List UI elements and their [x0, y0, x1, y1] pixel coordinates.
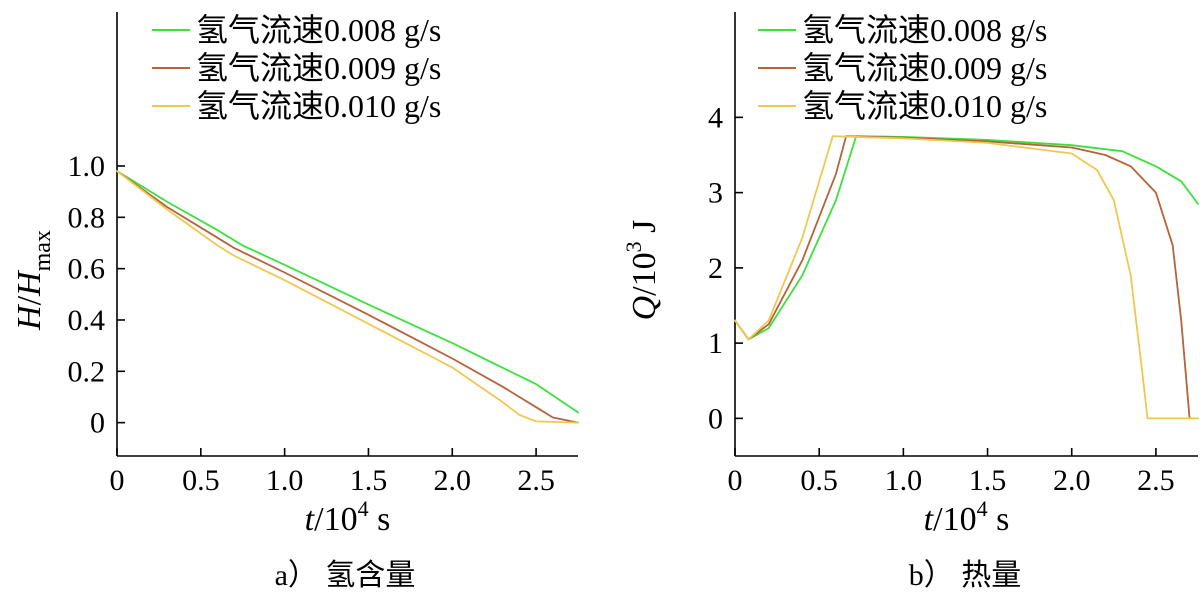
- y-tick-label: 0.6: [68, 253, 106, 286]
- y-tick-label: 0.4: [68, 304, 106, 337]
- chart-hydrogen-content: 0 0.5 1.0 1.5 2.0 2.5 0 0.2 0.4 0.6 0.8 1.0 氢气流速0.00…: [11, 12, 579, 592]
- x-axis-exponent: 4: [358, 496, 369, 521]
- panel-caption: b） 热量: [909, 559, 1022, 592]
- y-axis-subscript: max: [30, 230, 56, 271]
- x-tick-label: 2.5: [1137, 464, 1175, 497]
- x-tick-label: 2.0: [434, 464, 472, 497]
- y-tick-label: 3: [708, 177, 723, 210]
- x-tick-label: 1.0: [885, 464, 923, 497]
- y-tick-label: 1.0: [68, 150, 106, 183]
- x-tick-label: 0: [728, 464, 743, 497]
- series-line-3: [116, 170, 579, 424]
- y-axis-separator: /: [11, 295, 48, 305]
- y-axis-var: Q: [626, 296, 663, 321]
- y-tick-label: 0.2: [68, 355, 106, 388]
- legend-label: 氢气流速0.009 g/s: [802, 50, 1047, 86]
- y-tick-label: 0: [708, 402, 723, 435]
- x-tick-label: 2.5: [517, 464, 555, 497]
- x-tick-label: 1.5: [969, 464, 1007, 497]
- x-tick-label: 0: [110, 464, 125, 497]
- series-line-2: [116, 170, 579, 424]
- x-axis-var: t: [924, 501, 935, 538]
- y-axis-label: H/Hmax: [11, 230, 56, 331]
- series-line-1: [116, 170, 579, 414]
- x-axis-unit: s: [988, 501, 1010, 538]
- x-tick-label: 0.5: [800, 464, 838, 497]
- y-tick-label: 2: [708, 252, 723, 285]
- series-line-3: [734, 135, 1199, 420]
- legend-label: 氢气流速0.008 g/s: [196, 12, 441, 48]
- y-axis-label: Q/103 J: [621, 220, 663, 321]
- y-axis-var2: H: [11, 269, 48, 297]
- panel-caption: a） 氢含量: [275, 559, 416, 592]
- y-tick-label: 0: [90, 407, 105, 440]
- y-axis-exponent: 3: [621, 241, 646, 252]
- x-axis-unit-prefix: /10: [314, 501, 357, 538]
- x-axis-unit: s: [369, 501, 391, 538]
- legend-label: 氢气流速0.010 g/s: [802, 88, 1047, 124]
- legend-label: 氢气流速0.008 g/s: [802, 12, 1047, 48]
- y-tick-label: 0.8: [68, 201, 106, 234]
- legend-label: 氢气流速0.010 g/s: [196, 88, 441, 124]
- series-line-2: [734, 135, 1191, 420]
- y-tick-label: 1: [708, 327, 723, 360]
- x-tick-label: 2.0: [1053, 464, 1091, 497]
- y-axis-unit-prefix: /10: [626, 252, 663, 295]
- y-tick-label: 4: [708, 101, 723, 134]
- series-line-1: [734, 135, 1199, 341]
- x-tick-label: 0.5: [182, 464, 220, 497]
- x-axis-var: t: [305, 501, 316, 538]
- x-axis-label: t/104 s: [924, 496, 1010, 538]
- x-axis-exponent: 4: [977, 496, 988, 521]
- x-tick-label: 1.5: [350, 464, 388, 497]
- x-tick-label: 1.0: [266, 464, 304, 497]
- x-axis-unit-prefix: /10: [933, 501, 976, 538]
- y-axis-unit: J: [626, 220, 663, 242]
- legend-label: 氢气流速0.009 g/s: [196, 50, 441, 86]
- y-axis-var: H: [11, 303, 48, 331]
- x-axis-label: t/104 s: [305, 496, 391, 538]
